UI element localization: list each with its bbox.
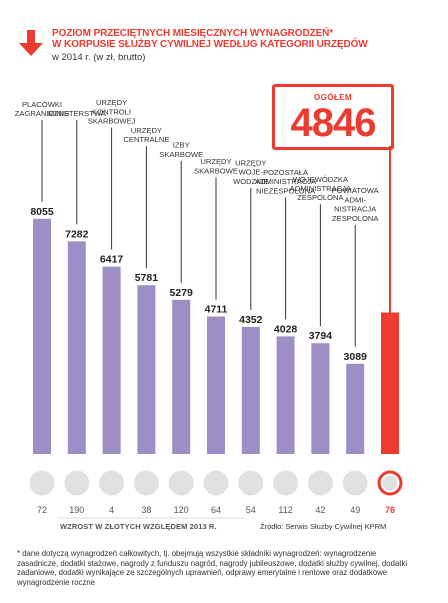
increase-circle-inner-10	[382, 475, 398, 491]
bar-10	[381, 312, 399, 454]
category-label-line: URZĘDY	[96, 98, 127, 107]
chart-subtitle: w 2014 r. (w zł, brutto)	[52, 52, 146, 63]
category-label-6: URZĘDY WOJE-WÓDZKIE	[233, 159, 268, 186]
increase-value-7: 112	[278, 505, 292, 515]
category-label-line: CENTRALNE	[123, 135, 169, 144]
increase-value-4: 120	[174, 505, 189, 515]
bar-value-label-3: 5781	[135, 272, 159, 284]
arrow-down-icon	[19, 30, 43, 56]
increase-circle-4	[168, 470, 194, 496]
increase-circle-3	[133, 470, 159, 496]
bar-value-label-6: 4352	[239, 314, 263, 326]
category-label-7: POZOSTAŁA ADMINISTRACJA NIEZESPOLONA	[255, 168, 317, 195]
increase-circle-7	[273, 470, 299, 496]
increase-value-1: 190	[69, 505, 84, 515]
increase-value-6: 54	[246, 505, 256, 515]
category-label-line: ADMI-	[344, 195, 366, 204]
category-label-line: SKARBOWE	[159, 150, 203, 159]
bar-5	[207, 316, 225, 454]
category-label-line: NISTRACJA	[334, 205, 377, 214]
category-label-line: IZBY	[173, 141, 190, 150]
bar-value-label-0: 8055	[30, 206, 54, 218]
bar-value-label-5: 4711	[205, 303, 228, 315]
bar-2	[102, 266, 121, 454]
increase-value-5: 64	[211, 505, 221, 515]
increase-circle-0	[29, 470, 55, 496]
category-label-line: ZESPOLONA	[297, 193, 344, 202]
total-box: OGÓŁEM 4846	[272, 84, 394, 150]
increase-circle-8	[307, 470, 333, 496]
bar-7	[276, 336, 295, 454]
category-label-line: ZAGRANICZNE	[15, 109, 69, 118]
bar-0	[33, 218, 51, 454]
chart-title: POZIOM PRZECIĘTNYCH MIESIĘCZNYCH WYNAGRO…	[52, 28, 442, 50]
category-label-3: URZĘDY CENTRALNE	[123, 126, 169, 144]
increase-circle-6	[238, 470, 264, 496]
bar-value-label-9: 3089	[344, 351, 368, 363]
bar-3	[137, 285, 156, 454]
increase-value-3: 38	[141, 505, 151, 515]
category-label-line: ADMINISTRACJA	[290, 184, 352, 193]
increase-value-2: 4	[109, 505, 114, 515]
bar-value-label-8: 3794	[309, 330, 333, 342]
increase-value-8: 42	[315, 505, 325, 515]
increase-circle-1	[64, 470, 90, 496]
category-label-line: MINISTERSTWA	[48, 109, 107, 118]
total-value: 4846	[290, 101, 377, 145]
category-label-8: WOJEWÓDZKA ADMINISTRACJA ZESPOLONA	[290, 175, 352, 202]
bar-6	[241, 326, 260, 454]
increase-circle-2	[99, 470, 125, 496]
source-note: Źródło: Serwis Służby Cywilnej KPRM	[260, 522, 387, 531]
title-line-2: W KORPUSIE SŁUŻBY CYWILNEJ WEDŁUG KATEGO…	[52, 39, 368, 50]
category-label-line: ADMINISTRACJA	[255, 177, 317, 186]
category-label-2: URZĘDY KONTROLI SKARBOWEJ	[88, 98, 136, 125]
category-label-line: WOJE-	[239, 168, 264, 177]
category-label-1: MINISTERSTWA	[48, 109, 107, 118]
increase-circle-9	[342, 470, 368, 496]
category-label-line: URZĘDY	[200, 157, 231, 166]
category-label-line: KONTROLI	[92, 107, 131, 116]
category-label-line: URZĘDY	[131, 126, 162, 135]
bar-4	[172, 299, 191, 454]
total-label: OGÓŁEM	[314, 93, 352, 102]
category-label-line: SKARBOWE	[194, 166, 238, 175]
category-label-line: URZĘDY	[235, 159, 266, 168]
increase-value-10: 76	[385, 505, 395, 515]
category-label-line: WOJEWÓDZKA	[293, 175, 349, 184]
bar-value-label-1: 7282	[65, 228, 89, 240]
category-label-9: POWIATOWA ADMI-NISTRACJA ZESPOLONA	[332, 186, 380, 223]
category-label-line: NIEZESPOLONA	[256, 186, 316, 195]
category-label-5: URZĘDY SKARBOWE	[194, 157, 238, 175]
increase-value-0: 72	[37, 505, 47, 515]
category-label-line: POWIATOWA	[332, 186, 380, 195]
bar-value-label-4: 5279	[170, 287, 194, 299]
category-label-line: PLACÓWKI	[22, 100, 62, 109]
increase-circle-5	[203, 470, 229, 496]
footnote: * dane dotyczą wynagrodzeń całkowitych, …	[17, 549, 408, 587]
increase-axis-label: WZROST W ZŁOTYCH WZGLĘDEM 2013 R.	[60, 522, 217, 531]
bar-1	[67, 241, 86, 454]
title-line-1: POZIOM PRZECIĘTNYCH MIESIĘCZNYCH WYNAGRO…	[52, 28, 334, 39]
bar-8	[311, 343, 330, 454]
category-label-line: POZOSTAŁA	[263, 168, 309, 177]
category-label-line: SKARBOWEJ	[88, 117, 136, 126]
bar-value-label-2: 6417	[100, 254, 124, 266]
category-label-line: ZESPOLONA	[332, 214, 379, 223]
bar-9	[346, 363, 365, 454]
category-label-line: WÓDZKIE	[233, 177, 268, 186]
bar-value-label-7: 4028	[274, 323, 298, 335]
category-label-4: IZBY SKARBOWE	[159, 141, 203, 159]
category-label-0: PLACÓWKI ZAGRANICZNE	[15, 100, 69, 118]
increase-value-9: 49	[350, 505, 360, 515]
